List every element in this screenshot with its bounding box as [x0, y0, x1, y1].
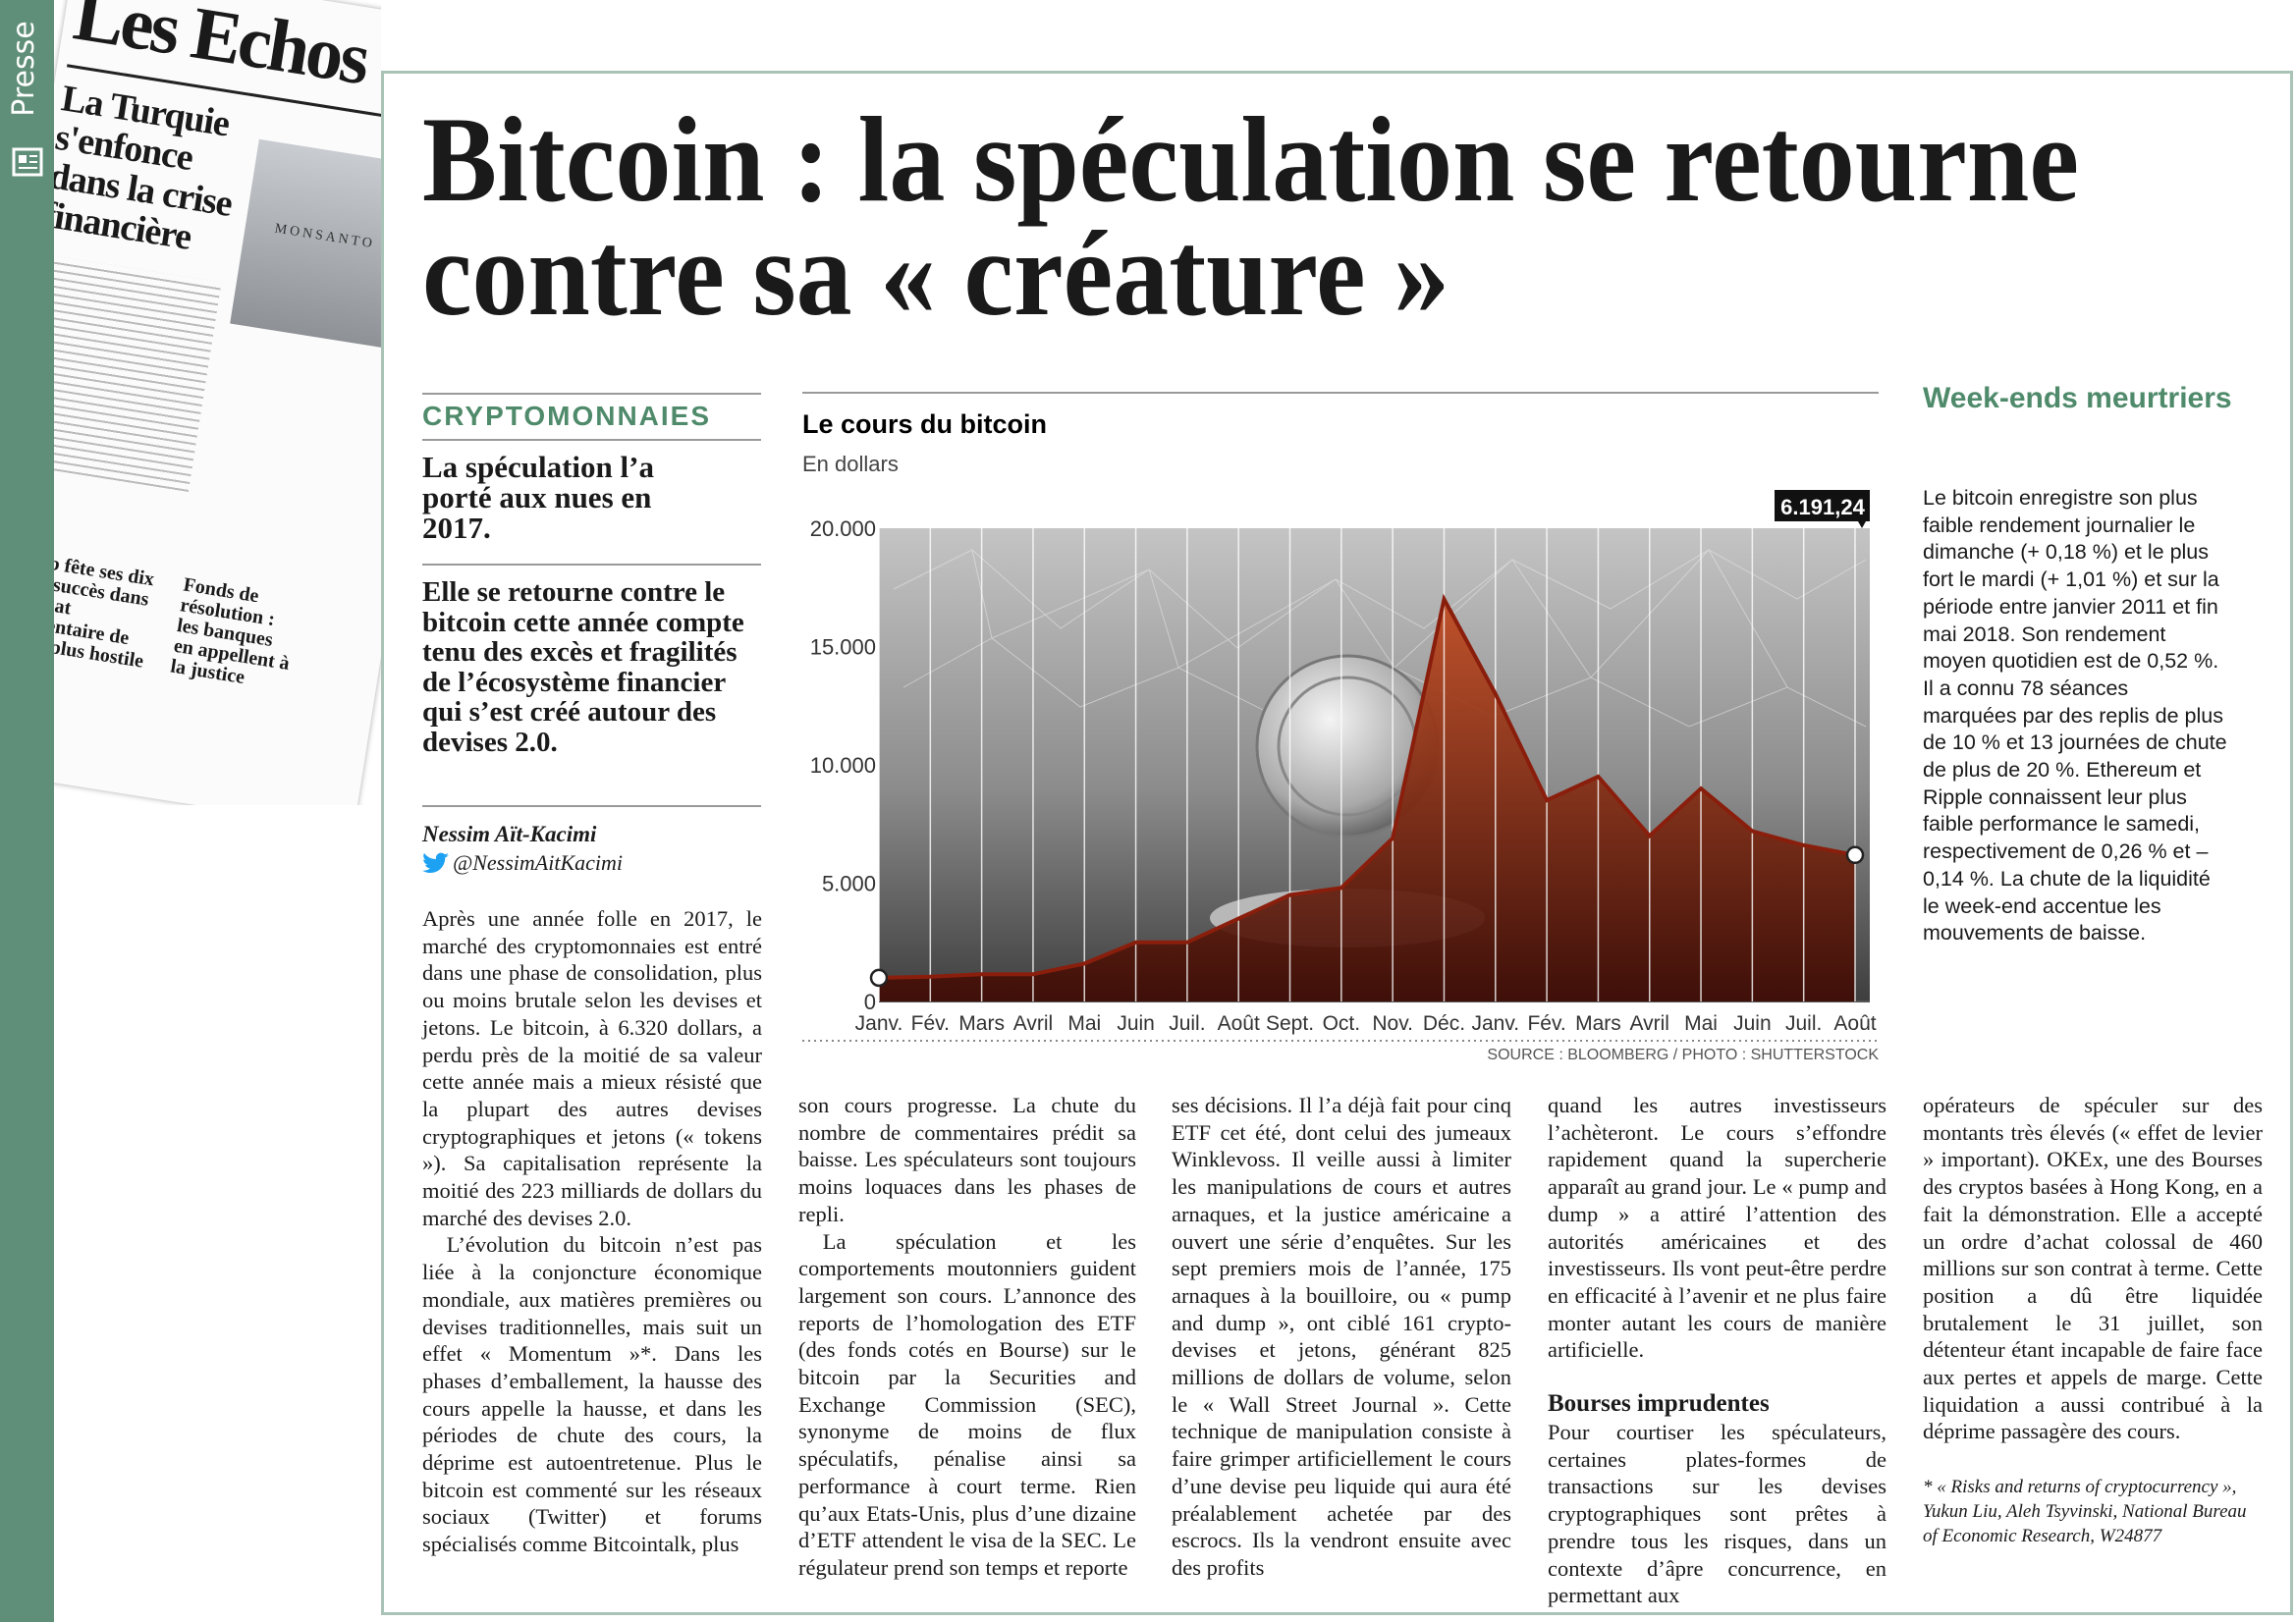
- rule: [422, 439, 761, 441]
- end-point: [1845, 845, 1865, 865]
- rule: [422, 805, 761, 807]
- sidebar-strip: Presse: [0, 0, 54, 1622]
- rule: [422, 564, 761, 566]
- body-column: quand les autres investisseurs l’achèter…: [1548, 1092, 1886, 1609]
- line: [878, 593, 1856, 980]
- twitter-icon: [422, 852, 449, 873]
- section-heading: Bourses imprudentes: [1548, 1390, 1770, 1418]
- x-tick-label: Juin: [1117, 1012, 1155, 1035]
- newspaper-thumbnail: Les Echos La Turquie s'enfonce dans la c…: [54, 0, 381, 805]
- headline-block: Bitcoin : la spéculation se retourne con…: [422, 92, 2079, 334]
- x-tick-label: Mai: [1684, 1012, 1718, 1035]
- y-tick-label: 5.000: [822, 872, 876, 896]
- x-tick-label: Nov.: [1372, 1012, 1413, 1035]
- y-tick-label: 15.000: [810, 635, 876, 660]
- sidebar-text: Le bitcoin enregistre son plus faible re…: [1923, 486, 2227, 946]
- chart: Le cours du bitcoin En dollars SOURCE : …: [802, 392, 1879, 1063]
- headline-line: Bitcoin : la spéculation se retourne: [422, 92, 2079, 227]
- sidebar-title: Week-ends meurtriers: [1923, 382, 2232, 414]
- end-point: [869, 968, 889, 988]
- standfirst: Elle se retourne contre le bitcoin cette…: [422, 576, 744, 758]
- x-tick-label: Août: [1218, 1012, 1260, 1035]
- x-tick-label: Oct.: [1323, 1012, 1361, 1035]
- paragraph: ses décisions. Il l’a déjà fait pour cin…: [1172, 1093, 1511, 1580]
- footnote: * « Risks and returns of cryptocurrency …: [1923, 1477, 2247, 1547]
- chart-source: SOURCE : BLOOMBERG / PHOTO : SHUTTERSTOC…: [1487, 1047, 1879, 1063]
- y-tick-label: 20.000: [810, 516, 876, 541]
- paragraph: La spéculation et les comportements mout…: [798, 1228, 1136, 1580]
- paragraph: Après une année folle en 2017, le marché…: [422, 906, 762, 1230]
- paragraph: Pour courtiser les spéculateurs, certain…: [1548, 1420, 1886, 1608]
- chart-subtitle: En dollars: [802, 452, 899, 476]
- x-tick-label: Avril: [1630, 1012, 1669, 1035]
- x-tick-label: Fév.: [911, 1012, 950, 1035]
- kicker: CRYPTOMONNAIES: [422, 401, 712, 431]
- x-tick-label: Janv.: [1471, 1012, 1519, 1035]
- x-tick-label: Mars: [1575, 1012, 1621, 1035]
- body-column: ses décisions. Il l’a déjà fait pour cin…: [1172, 1092, 1511, 1582]
- area: [879, 599, 1855, 1001]
- press-icon: [12, 147, 43, 177]
- x-tick-label: Fév.: [1527, 1012, 1565, 1035]
- x-tick-label: Avril: [1013, 1012, 1053, 1035]
- body-column: Après une année folle en 2017, le marché…: [422, 905, 762, 1558]
- y-tick-label: 10.000: [810, 753, 876, 778]
- x-tick-label: Juil.: [1169, 1012, 1205, 1035]
- x-tick-label: Mars: [958, 1012, 1005, 1035]
- x-tick-label: Mai: [1067, 1012, 1101, 1035]
- x-tick-label: Juil.: [1785, 1012, 1822, 1035]
- paragraph: son cours progresse. La chute du nombre …: [798, 1093, 1136, 1226]
- y-tick-label: 0: [864, 990, 876, 1014]
- author: Nessim Aït-Kacimi: [422, 822, 597, 846]
- x-tick-label: Sept.: [1266, 1012, 1314, 1035]
- rule: [422, 393, 761, 395]
- value-label-box: [1775, 490, 1870, 521]
- paragraph: quand les autres investisseurs l’achèter…: [1548, 1093, 1886, 1363]
- x-tick-label: Août: [1833, 1012, 1876, 1035]
- value-label-pointer: [1858, 521, 1866, 528]
- x-tick-label: Juin: [1733, 1012, 1772, 1035]
- body-column: opérateurs de spéculer sur des montants …: [1923, 1092, 2263, 1548]
- paragraph: L’évolution du bitcoin n’est pas liée à …: [422, 1232, 762, 1557]
- body-column: son cours progresse. La chute du nombre …: [798, 1092, 1136, 1582]
- twitter-handle: @NessimAitKacimi: [453, 850, 624, 875]
- value-label: 6.191,24: [1780, 495, 1865, 519]
- headline-line: contre sa « créature »: [422, 206, 1449, 334]
- x-tick-label: Janv.: [855, 1012, 903, 1035]
- paragraph: opérateurs de spéculer sur des montants …: [1923, 1093, 2263, 1444]
- x-tick-label: Déc.: [1423, 1012, 1465, 1035]
- chart-title: Le cours du bitcoin: [802, 409, 1047, 439]
- subhead: La spéculation l’a porté aux nues en 201…: [422, 450, 654, 545]
